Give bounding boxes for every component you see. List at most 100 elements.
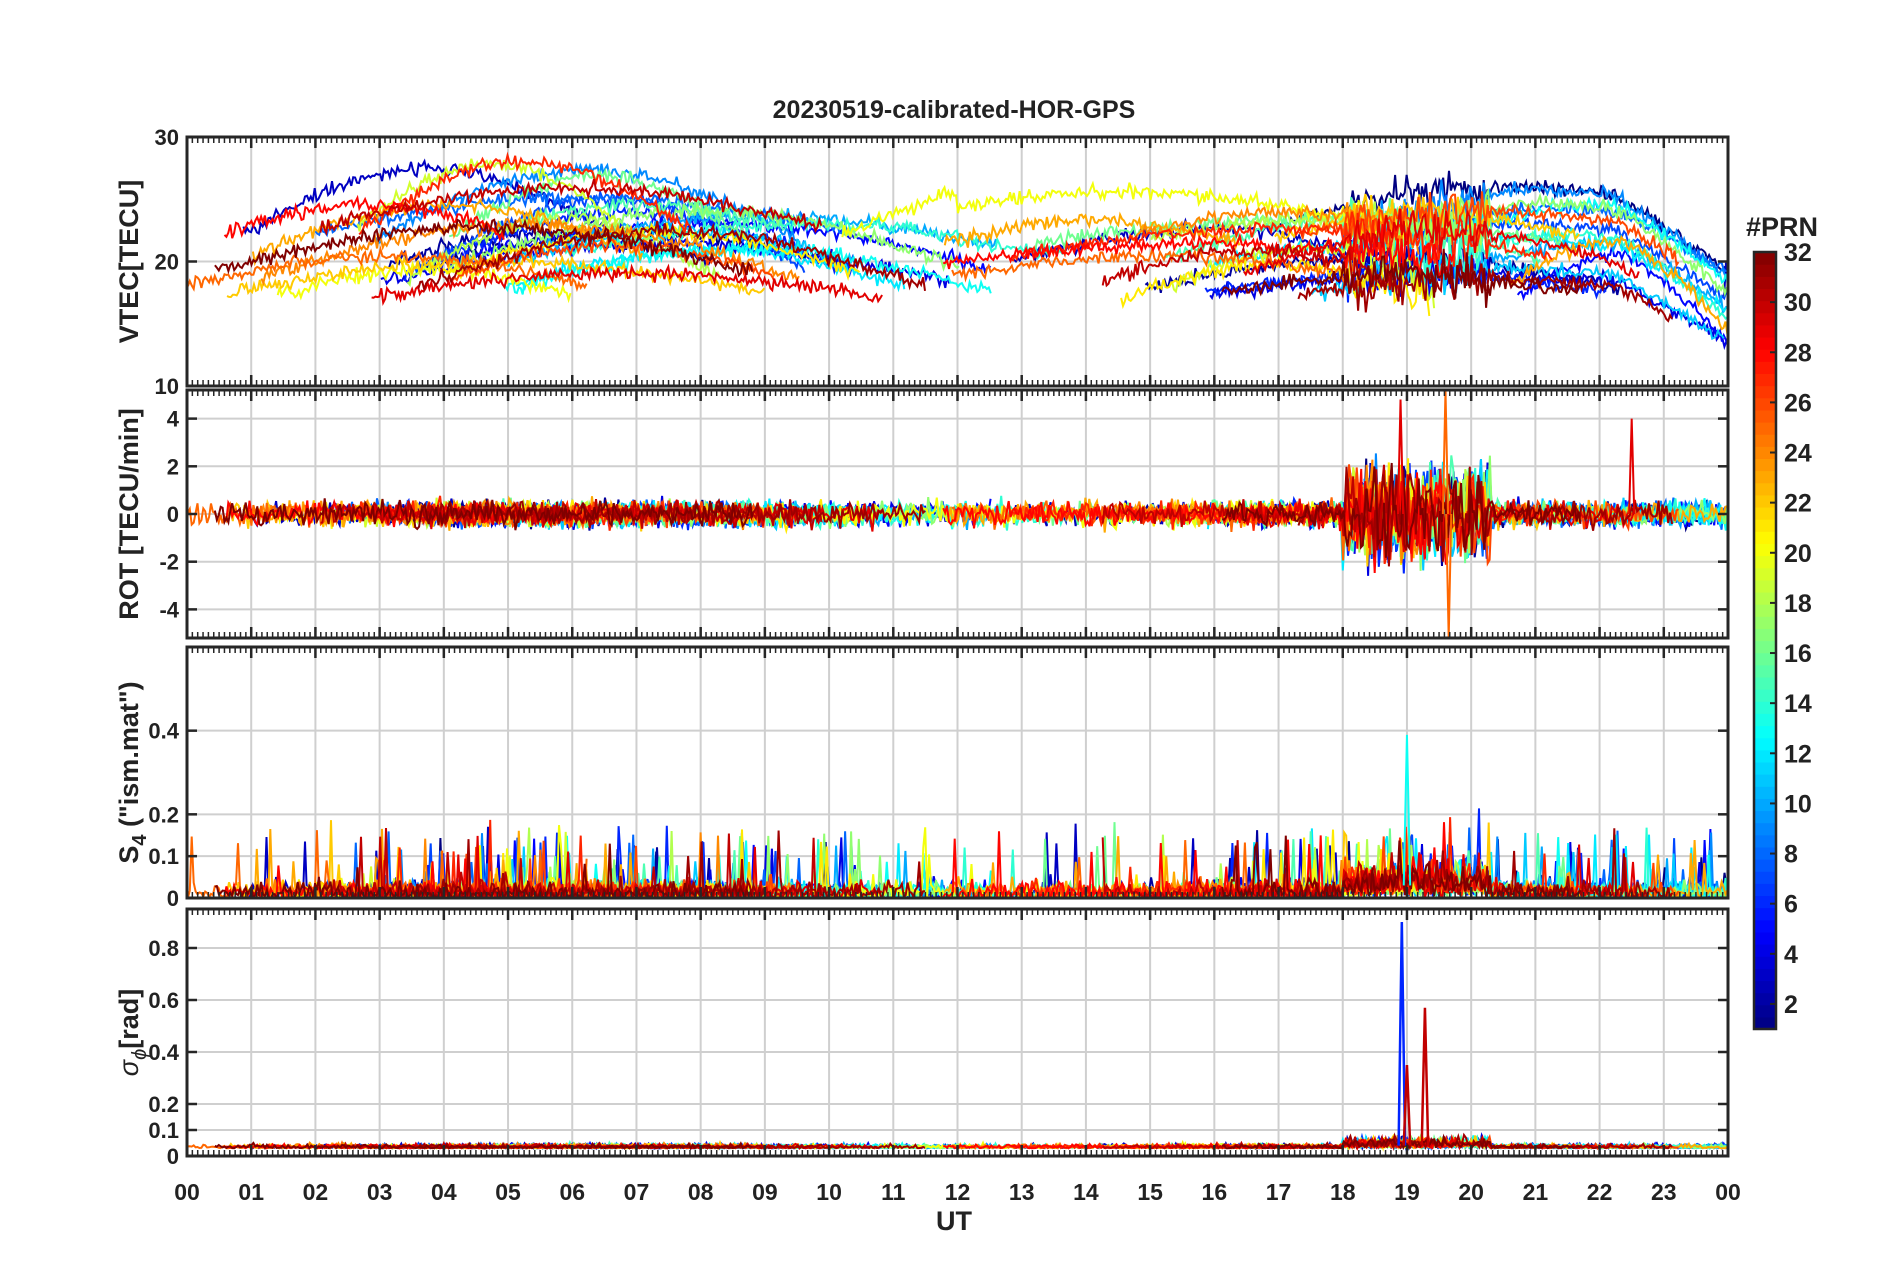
y-tick-label: 0.6 (148, 988, 179, 1013)
prn-29-trace (1243, 208, 1640, 279)
prn-32-trace (214, 218, 754, 278)
prn-32-trace (1221, 835, 1582, 898)
colorbar-tick-label: 6 (1784, 891, 1798, 919)
prn-32-trace (1221, 1133, 1581, 1151)
colorbar-segment (1754, 774, 1776, 787)
y-tick-label: 0.1 (148, 1118, 179, 1143)
prn-30-trace (319, 179, 823, 237)
colorbar-title: #PRN (1746, 212, 1818, 242)
colorbar-segment (1754, 798, 1776, 812)
x-axis-label: UT (936, 1206, 972, 1236)
sigma-spike (1402, 1064, 1412, 1146)
x-tick-label: 12 (945, 1179, 971, 1205)
x-tick-label: 04 (431, 1179, 457, 1205)
colorbar-segment (1754, 482, 1776, 496)
x-tick-label: 09 (752, 1179, 778, 1205)
colorbar-segment (1754, 713, 1776, 727)
prn-3-trace (242, 158, 613, 240)
colorbar-segment (1754, 628, 1776, 642)
y-axis-label-vtec: VTEC[TECU] (114, 180, 144, 344)
panel-vtec: 10 20 30 VTEC[TECU] (114, 125, 1730, 399)
colorbar-segment (1754, 737, 1776, 751)
x-tick-label: 14 (1073, 1179, 1099, 1205)
x-tick-label: 00 (1715, 1179, 1741, 1205)
colorbar-segment (1754, 786, 1776, 799)
prn-20-trace (276, 259, 572, 304)
colorbar-segment (1754, 506, 1776, 520)
colorbar-segment (1754, 397, 1776, 411)
colorbar-segment (1754, 312, 1776, 326)
rot-spike (1396, 399, 1405, 515)
colorbar-segment (1754, 373, 1776, 387)
prn-7-trace (414, 188, 806, 274)
colorbar-segment (1754, 956, 1776, 969)
colorbar-segment (1754, 288, 1776, 302)
x-tick-label: 01 (238, 1179, 264, 1205)
y-tick-label: -4 (159, 597, 179, 622)
x-tick-label: 06 (559, 1179, 585, 1205)
colorbar-segment (1754, 689, 1776, 702)
x-tick-label: 02 (303, 1179, 329, 1205)
colorbar-segment (1754, 761, 1776, 775)
x-tick-label: 11 (881, 1179, 906, 1205)
panel-s4: 0 0.1 0.2 0.4S4 ("ism.mat") (114, 645, 1730, 911)
x-tick-label: 19 (1394, 1179, 1420, 1205)
prn-26-trace (1298, 191, 1680, 268)
prn-28-trace (223, 194, 505, 243)
ticks-sigma: 00.10.2 0.4 0.6 0.8 (148, 909, 1730, 1169)
colorbar-segment (1754, 640, 1776, 654)
colorbar-segment (1754, 980, 1776, 994)
prn-22-trace (1274, 193, 1580, 246)
x-tick-label: 22 (1587, 1179, 1613, 1205)
colorbar-segment (1754, 300, 1776, 314)
x-tick-label: 05 (495, 1179, 521, 1205)
colorbar-segment (1754, 749, 1776, 763)
colorbar-tick-label: 30 (1784, 289, 1812, 317)
series-sigma (187, 921, 1728, 1152)
colorbar-segment (1754, 822, 1776, 836)
colorbar-segment (1754, 446, 1776, 459)
colorbar-segment (1754, 361, 1776, 375)
colorbar-segment (1754, 494, 1776, 508)
colorbar-segment (1754, 919, 1776, 933)
colorbar-segment (1754, 907, 1776, 921)
colorbar-segment (1754, 1016, 1776, 1030)
y-tick-label: 0.2 (148, 802, 179, 827)
colorbar-segment (1754, 264, 1776, 277)
colorbar-segment (1754, 531, 1776, 544)
prn-31-trace (417, 1141, 926, 1150)
colorbar-tick-label: 8 (1784, 841, 1798, 869)
colorbar-tick-label: 20 (1784, 540, 1812, 568)
series-vtec (187, 151, 1728, 351)
colorbar-segment (1754, 519, 1776, 532)
y-tick-label: 0 (167, 886, 179, 911)
colorbar-tick-label: 4 (1784, 941, 1798, 969)
panel-sigma: 00.10.2 0.4 0.6 0.8 σϕ[rad] (114, 907, 1730, 1169)
colorbar-tick-label: 18 (1784, 590, 1812, 618)
x-tick-label: 10 (816, 1179, 842, 1205)
y-tick-label: 10 (155, 374, 179, 399)
prn-17-trace (447, 202, 960, 273)
prn-31-trace (418, 498, 926, 529)
x-tick-label: 23 (1651, 1179, 1677, 1205)
y-tick-label: 30 (155, 125, 179, 150)
colorbar-tick-label: 2 (1784, 991, 1798, 1019)
prn-32-trace (213, 498, 754, 531)
y-tick-label: 0 (167, 502, 179, 527)
colorbar-segment (1754, 1004, 1776, 1018)
ticks-rot: -4 -2 0 2 4 (159, 390, 1730, 638)
colorbar-segment (1754, 871, 1776, 884)
colorbar-segment (1754, 895, 1776, 909)
rot-spike (1628, 418, 1636, 515)
colorbar-segment (1754, 664, 1776, 678)
x-tick-label: 13 (1009, 1179, 1035, 1205)
y-axis-label-s4: S4 ("ism.mat") (114, 681, 151, 863)
prn-14-trace (1412, 225, 1728, 320)
prn-27-trace (358, 151, 690, 236)
colorbar-segment (1754, 652, 1776, 666)
prn-28-trace (942, 224, 1455, 280)
y-axis-label-sigma: σϕ[rad] (114, 989, 151, 1076)
y-tick-label: 0 (167, 1144, 179, 1169)
